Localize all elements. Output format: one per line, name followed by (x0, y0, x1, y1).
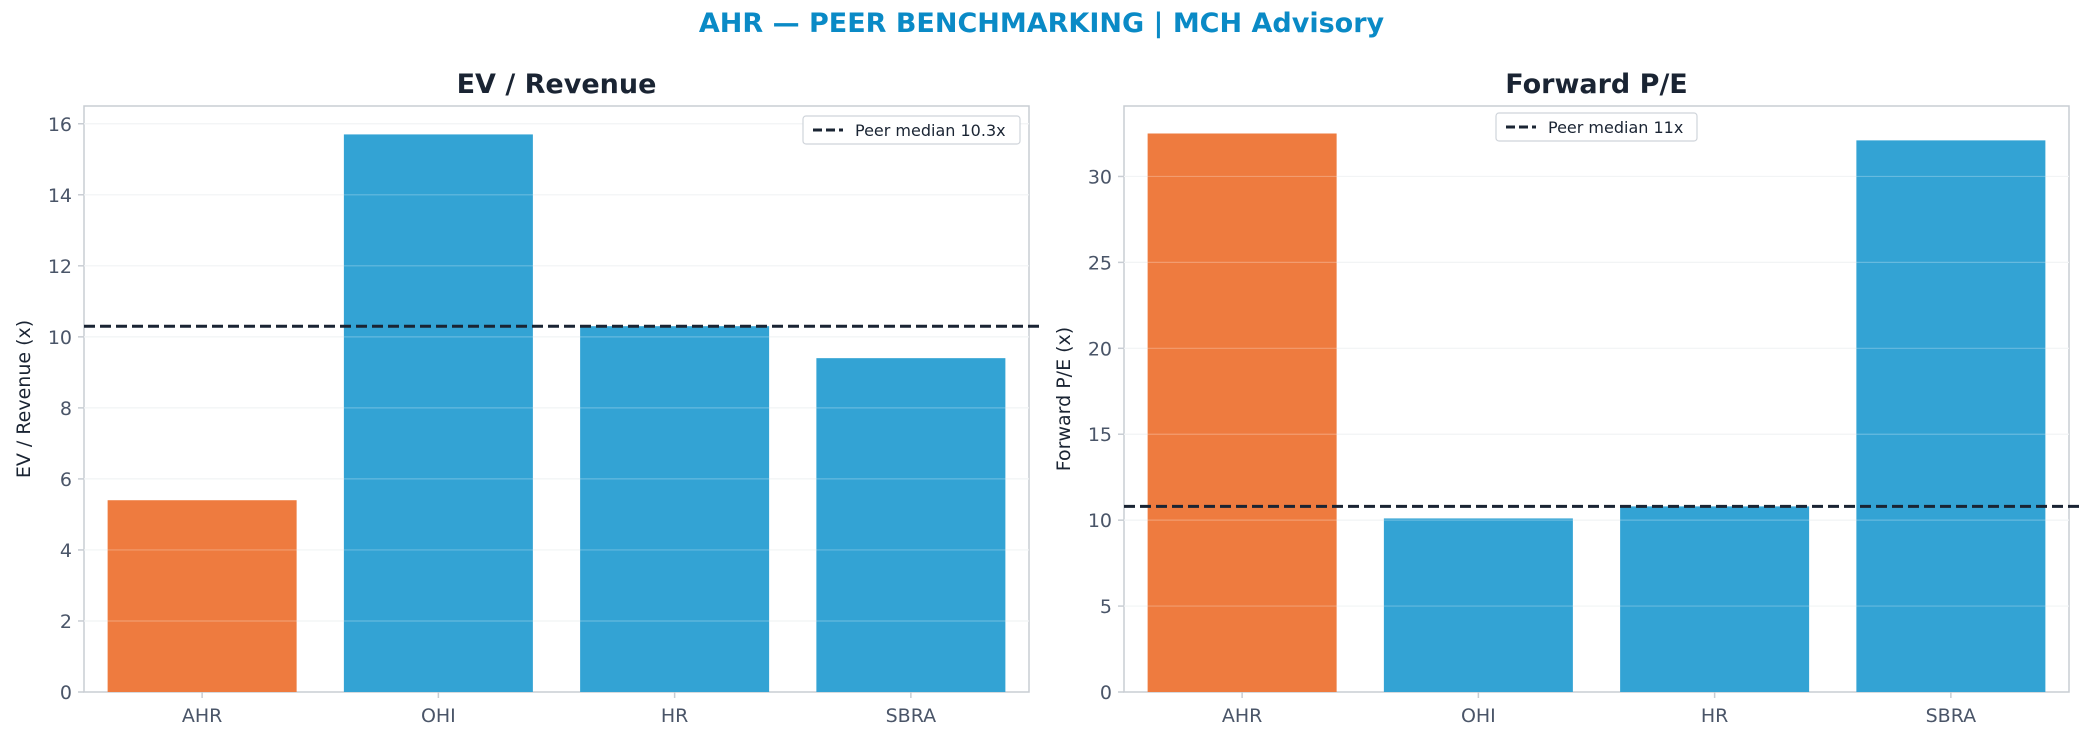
chart-title: Forward P/E (1505, 69, 1688, 100)
y-tick-label: 30 (1088, 166, 1112, 188)
y-tick-label: 5 (1100, 596, 1112, 618)
x-tick-label-hr: HR (1701, 705, 1729, 727)
y-tick-label: 8 (60, 398, 72, 420)
x-tick-label-ohi: OHI (1461, 705, 1496, 727)
x-tick-label-ahr: AHR (182, 705, 223, 727)
legend-box (802, 115, 1021, 145)
y-tick-label: 2 (60, 611, 72, 633)
x-tick-label-sbra: SBRA (886, 705, 937, 727)
chart-title: EV / Revenue (457, 69, 657, 100)
legend-label: Peer median 11x (1548, 118, 1683, 137)
y-tick-label: 4 (60, 540, 72, 562)
bar-hr (1620, 506, 1810, 692)
x-tick-label-hr: HR (661, 705, 689, 727)
y-tick-label: 16 (48, 114, 72, 136)
x-tick-label-sbra: SBRA (1926, 705, 1977, 727)
legend-box (1495, 112, 1698, 142)
y-tick-label: 25 (1088, 252, 1112, 274)
bar-ahr (1147, 133, 1337, 692)
y-tick-label: 0 (1100, 682, 1112, 704)
y-tick-label: 6 (60, 469, 72, 491)
x-tick-label-ohi: OHI (421, 705, 456, 727)
bar-ohi (1383, 518, 1573, 692)
y-tick-label: 10 (48, 327, 72, 349)
bar-ahr (107, 500, 297, 692)
figure-title: AHR — PEER BENCHMARKING | MCH Advisory (698, 8, 1385, 39)
y-tick-label: 15 (1088, 424, 1112, 446)
y-tick-label: 10 (1088, 510, 1112, 532)
legend: Peer median 11x (1495, 112, 1698, 142)
y-tick-label: 14 (48, 185, 72, 207)
y-tick-label: 20 (1088, 338, 1112, 360)
bar-sbra (816, 358, 1006, 692)
forward-pe-chart: 0 5 10 15 20 25 30 AHR OHI HR SBRA Forward P/E Forwa… (1053, 69, 2079, 727)
y-axis-label: EV / Revenue (x) (13, 320, 35, 478)
bar-hr (580, 326, 770, 692)
y-tick-label: 0 (60, 682, 72, 704)
ev-revenue-chart: 0 2 4 6 8 10 12 14 16 AHR OHI HR SBRA EV / Revenue EV … (13, 69, 1039, 727)
legend-label: Peer median 10.3x (855, 121, 1006, 140)
x-tick-label-ahr: AHR (1222, 705, 1263, 727)
bar-ohi (343, 134, 533, 693)
y-tick-label: 12 (48, 256, 72, 278)
y-axis-label: Forward P/E (x) (1053, 327, 1075, 471)
legend: Peer median 10.3x (802, 115, 1021, 145)
bar-sbra (1856, 140, 2046, 692)
